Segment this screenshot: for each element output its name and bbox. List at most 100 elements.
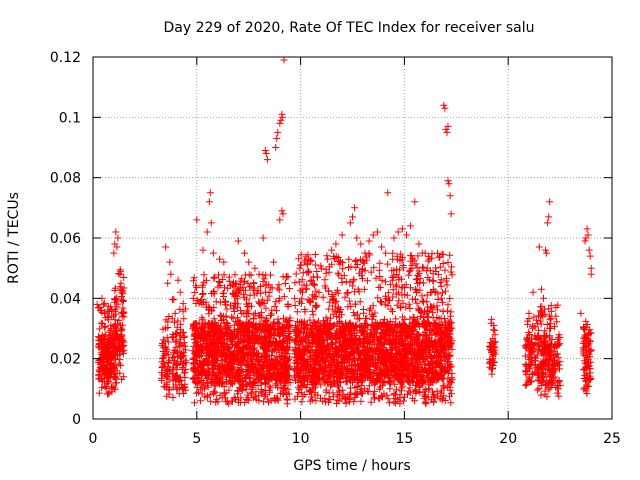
- data-point: [116, 356, 124, 364]
- data-point: [261, 359, 269, 367]
- data-point: [200, 271, 208, 279]
- data-point: [352, 257, 360, 264]
- data-point: [555, 392, 563, 400]
- data-point: [262, 304, 270, 312]
- data-point: [226, 326, 234, 334]
- data-point: [160, 383, 168, 391]
- data-point: [115, 360, 123, 368]
- data-point: [246, 323, 254, 331]
- data-point: [103, 358, 111, 366]
- data-point: [174, 276, 182, 284]
- data-point: [95, 389, 103, 397]
- data-point: [374, 294, 382, 302]
- data-point: [207, 397, 215, 405]
- data-point: [265, 366, 273, 373]
- data-point: [201, 385, 209, 393]
- data-point: [411, 285, 419, 293]
- data-point: [118, 293, 125, 300]
- data-point: [385, 399, 393, 407]
- data-point: [189, 325, 197, 333]
- data-point: [282, 321, 290, 329]
- data-point: [245, 271, 253, 279]
- data-point: [267, 312, 274, 319]
- data-point: [276, 368, 284, 376]
- data-point: [113, 379, 121, 387]
- data-point: [224, 371, 232, 379]
- data-point: [159, 336, 167, 344]
- data-point: [110, 249, 118, 257]
- data-point: [211, 347, 218, 355]
- data-point: [180, 334, 188, 341]
- data-point: [97, 364, 105, 372]
- data-point: [118, 347, 126, 355]
- data-point: [108, 341, 116, 349]
- data-point: [164, 351, 172, 359]
- data-point: [257, 283, 264, 290]
- data-point: [192, 282, 200, 290]
- data-point: [230, 279, 237, 287]
- data-point: [111, 350, 119, 358]
- data-point: [353, 261, 361, 268]
- data-point: [231, 271, 239, 279]
- data-point: [169, 296, 177, 304]
- data-point: [286, 285, 294, 292]
- data-point: [282, 355, 290, 363]
- data-point: [272, 380, 280, 388]
- data-point: [175, 376, 183, 384]
- data-point: [192, 284, 200, 292]
- data-point: [163, 392, 171, 400]
- data-point: [226, 350, 233, 358]
- data-point: [104, 316, 112, 324]
- data-point: [341, 293, 349, 301]
- data-point: [168, 333, 176, 341]
- data-point: [255, 350, 263, 358]
- grid-lines: [93, 57, 612, 419]
- data-point: [215, 329, 223, 337]
- data-point: [247, 390, 255, 398]
- data-point: [255, 270, 263, 278]
- data-point: [118, 326, 126, 334]
- data-point: [284, 317, 292, 325]
- data-point: [223, 372, 230, 380]
- data-point: [262, 380, 269, 388]
- data-point: [443, 281, 451, 289]
- data-point: [230, 305, 238, 313]
- data-point: [215, 271, 222, 279]
- data-point: [112, 303, 120, 311]
- data-point: [347, 389, 355, 397]
- data-point: [101, 336, 109, 343]
- data-point: [350, 275, 358, 283]
- data-point: [335, 383, 342, 391]
- data-point: [179, 300, 187, 308]
- data-point: [209, 336, 217, 344]
- data-point: [180, 315, 188, 323]
- data-point: [177, 358, 185, 366]
- data-point: [189, 374, 197, 382]
- data-point: [100, 299, 108, 307]
- data-point: [376, 259, 384, 267]
- data-point: [160, 352, 168, 360]
- data-point: [357, 397, 365, 405]
- data-point: [253, 289, 261, 297]
- data-point: [312, 302, 320, 310]
- data-point: [112, 327, 120, 335]
- data-point: [108, 371, 115, 379]
- data-point: [425, 384, 433, 392]
- data-point: [170, 295, 178, 303]
- data-point: [276, 338, 284, 346]
- data-point: [181, 359, 189, 366]
- data-point: [108, 383, 116, 391]
- data-point: [360, 306, 367, 313]
- data-point: [113, 369, 121, 377]
- data-point: [214, 374, 221, 382]
- data-point: [175, 340, 183, 348]
- data-point: [405, 387, 413, 395]
- data-point: [276, 354, 284, 362]
- data-point: [220, 367, 228, 375]
- data-point: [179, 365, 187, 373]
- data-point: [168, 369, 176, 377]
- data-point: [393, 386, 400, 394]
- data-point: [389, 249, 397, 257]
- data-point: [203, 392, 211, 400]
- data-point: [198, 314, 206, 322]
